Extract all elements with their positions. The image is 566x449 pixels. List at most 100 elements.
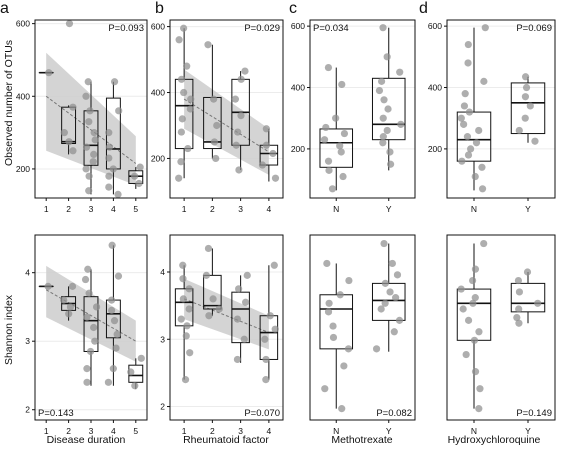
data-point — [84, 265, 92, 273]
x-tick-label: 5 — [133, 426, 138, 436]
data-point — [109, 365, 117, 373]
data-point — [233, 355, 242, 364]
data-point — [258, 161, 267, 169]
data-point — [384, 105, 392, 113]
data-point — [237, 111, 245, 120]
y-tick-label: 600 — [428, 21, 442, 31]
box-Y — [510, 282, 546, 313]
data-point — [215, 305, 223, 313]
data-point — [82, 92, 90, 100]
x-tick-label: N — [333, 204, 339, 214]
y-tick-label: 4 — [25, 268, 30, 278]
data-point — [204, 244, 213, 253]
data-point — [66, 303, 75, 311]
y-tick-label: 2 — [160, 402, 165, 412]
data-point — [114, 272, 123, 280]
data-point — [136, 163, 144, 171]
data-point — [395, 316, 404, 324]
box-Y — [510, 82, 546, 135]
data-point — [515, 288, 524, 296]
x-tick-label: Y — [386, 426, 392, 436]
data-point — [212, 154, 220, 163]
data-point — [110, 317, 119, 325]
data-point — [475, 405, 483, 413]
data-point — [515, 126, 523, 135]
trend-line — [45, 95, 137, 164]
box-2 — [203, 274, 222, 310]
panel-frame — [309, 19, 416, 199]
data-point — [478, 163, 486, 171]
data-point — [387, 160, 395, 168]
data-point — [82, 143, 91, 151]
data-point — [240, 335, 248, 343]
data-point — [388, 259, 396, 268]
data-point — [375, 86, 384, 95]
data-point — [181, 376, 190, 384]
data-point — [523, 268, 532, 276]
data-point — [478, 185, 487, 193]
y-tick-label: 4 — [160, 267, 165, 277]
data-point — [463, 133, 472, 141]
data-point — [377, 77, 386, 85]
y-tick-label: 200 — [151, 153, 165, 163]
data-point — [380, 239, 388, 248]
data-point — [235, 166, 243, 174]
data-point — [85, 118, 93, 126]
y-tick-label: 400 — [291, 83, 305, 93]
data-point — [324, 63, 333, 72]
box-N — [319, 128, 354, 168]
y-tick-label: 600 — [16, 19, 30, 29]
panel-bottom-c: N Y P=0.082 — [309, 234, 416, 436]
data-point — [234, 128, 242, 136]
data-point — [86, 107, 94, 115]
y-tick-label: 200 — [16, 164, 30, 174]
data-point — [471, 368, 480, 376]
data-point — [336, 142, 344, 150]
data-point — [322, 123, 330, 132]
data-point — [83, 365, 91, 373]
data-point — [521, 114, 529, 122]
data-point — [85, 172, 93, 180]
data-point — [481, 24, 489, 32]
data-point — [475, 126, 483, 135]
panel-frame — [446, 19, 556, 199]
data-point — [269, 149, 277, 158]
data-point — [372, 345, 381, 353]
data-point — [344, 345, 353, 353]
data-point — [177, 128, 185, 136]
p-value-label: P=0.149 — [516, 408, 552, 419]
data-point — [235, 285, 243, 293]
data-point — [480, 77, 488, 85]
data-point — [522, 83, 531, 92]
data-point — [210, 95, 218, 103]
data-point — [65, 20, 74, 28]
panel-top-b: 200 400 600 1 2 3 4 P=0.029 — [151, 19, 284, 214]
x-axis-label-methotrexate: Methotrexate — [331, 434, 392, 446]
data-point — [457, 285, 465, 293]
data-point — [90, 323, 98, 332]
data-point — [237, 75, 245, 83]
x-tick-label: 2 — [66, 204, 71, 214]
data-point — [112, 344, 120, 352]
x-tick-label: 1 — [182, 426, 187, 436]
data-point — [177, 158, 185, 166]
data-point — [179, 275, 187, 283]
data-point — [458, 157, 466, 165]
x-tick-label: 3 — [238, 204, 243, 214]
data-point — [340, 362, 348, 370]
x-tick-label: 4 — [111, 204, 116, 214]
data-point — [108, 241, 116, 249]
p-value-label: P=0.082 — [376, 408, 412, 419]
data-point — [480, 239, 488, 248]
x-tick-label: 2 — [210, 204, 215, 214]
data-point — [336, 291, 344, 299]
data-point — [320, 136, 329, 144]
data-point — [471, 265, 480, 273]
box-N — [319, 294, 354, 350]
p-value-label: P=0.070 — [244, 408, 280, 419]
panel-bottom-a: 2 3 4 1 2 3 4 5 P=0.143 — [25, 234, 148, 436]
x-tick-label: 4 — [267, 426, 272, 436]
data-point — [472, 139, 481, 147]
x-tick-label: N — [471, 204, 477, 214]
x-tick-label: 3 — [89, 426, 94, 436]
